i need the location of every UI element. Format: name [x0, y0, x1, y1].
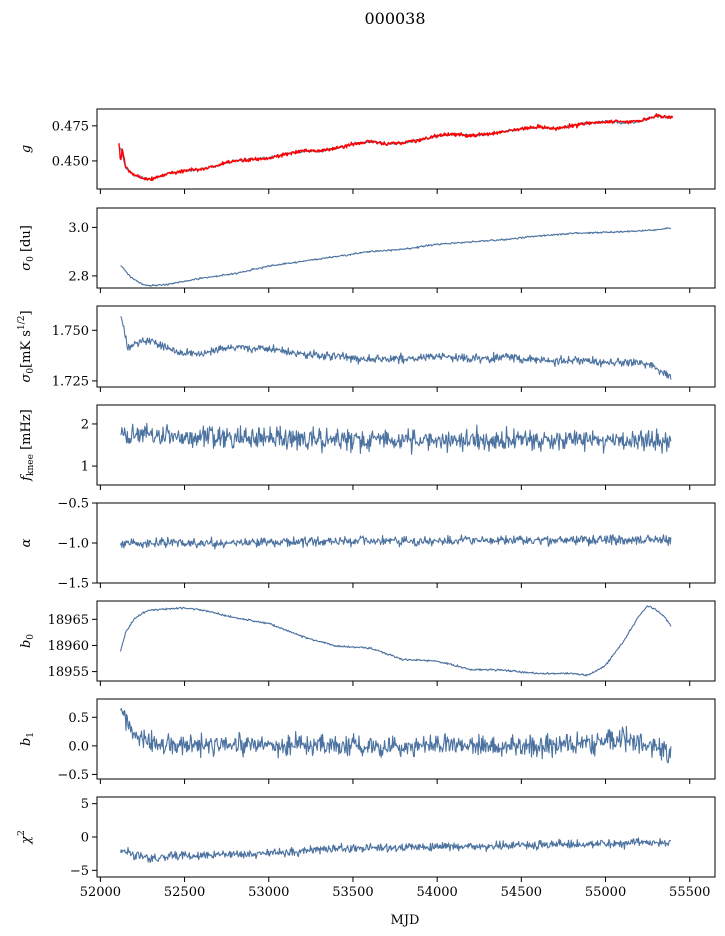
y-axis-label: b1	[19, 732, 36, 746]
axes-frame	[96, 207, 716, 289]
y-tick-label: −0.5	[57, 768, 89, 783]
y-tick-label: 2	[81, 417, 89, 432]
x-tick-label: 54500	[501, 885, 542, 900]
y-tick-label: 1.725	[52, 374, 89, 389]
series-line-1	[120, 316, 672, 380]
y-axis-label: σ0 [du]	[19, 225, 36, 271]
y-tick-label: −0.5	[57, 497, 89, 512]
y-tick-label: 0.450	[52, 154, 89, 169]
y-axis-label: σ0[mK s1/2]	[17, 310, 36, 382]
y-axis-label: α	[19, 538, 34, 547]
y-tick-label: 1	[81, 460, 89, 475]
y-axis-label: fknee [mHz]	[19, 409, 36, 482]
subplots: 0.450 0.475 g 2.8 3.0 σ0 [du] 1.725 1.750 σ0[mK …	[17, 108, 716, 900]
y-tick-label: 0.5	[68, 711, 89, 726]
series-line-2	[118, 113, 674, 182]
subplot-6: 18955 18960 18965 b0	[19, 600, 716, 686]
subplot-5: −1.5 −1.0 −0.5 α	[19, 497, 716, 592]
axes-frame	[96, 796, 716, 878]
y-axis-label-group: σ0 [du]	[19, 225, 36, 271]
y-axis-label-group: g	[19, 145, 34, 153]
subplot-2: 2.8 3.0 σ0 [du]	[19, 207, 716, 293]
y-tick-label: 18955	[48, 665, 89, 680]
y-tick-label: −1.0	[57, 537, 89, 552]
subplot-3: 1.725 1.750 σ0[mK s1/2]	[17, 305, 716, 392]
y-axis-label: χ2	[17, 830, 34, 845]
series-line-1	[120, 605, 672, 677]
series-line-1	[120, 422, 672, 455]
y-axis-label-group: b0	[19, 634, 36, 648]
axes-frame	[96, 305, 716, 388]
y-tick-label: 18965	[48, 613, 89, 628]
axes-frame	[96, 404, 716, 486]
subplot-4: 1 2 fknee [mHz]	[19, 404, 716, 490]
y-tick-label: −1.5	[57, 577, 89, 592]
y-axis-label-group: b1	[19, 732, 36, 746]
x-axis-label: MJD	[391, 913, 420, 928]
y-tick-label: 5	[81, 797, 89, 812]
y-tick-label: 1.750	[52, 324, 89, 339]
axes-frame	[96, 600, 716, 682]
y-tick-label: 3.0	[68, 221, 89, 236]
x-tick-label: 55500	[669, 885, 710, 900]
y-tick-label: −5	[70, 864, 89, 879]
y-tick-label: 0.0	[68, 739, 89, 754]
y-tick-label: 0	[81, 831, 89, 846]
series-line-1	[120, 114, 672, 181]
y-tick-label: 0.475	[52, 119, 89, 134]
x-tick-label: 52500	[164, 885, 205, 900]
y-axis-label: b0	[19, 634, 36, 648]
figure-title: 000038	[364, 9, 425, 28]
y-axis-label: g	[19, 145, 34, 153]
series-line-1	[120, 227, 671, 287]
y-axis-label-group: χ2	[17, 830, 34, 845]
y-axis-label-group: σ0[mK s1/2]	[17, 310, 36, 382]
x-tick-label: 53500	[332, 885, 373, 900]
axes-frame	[96, 108, 716, 190]
series-line-1	[120, 707, 672, 764]
y-axis-label-group: fknee [mHz]	[19, 409, 36, 482]
x-tick-label: 54000	[416, 885, 457, 900]
series-line-1	[120, 534, 672, 550]
x-tick-label: 52000	[80, 885, 121, 900]
y-axis-label-group: α	[19, 538, 34, 547]
subplot-8: −5 0 5 52000 52500 53000 53500 54000 54500 55000 5…	[17, 796, 716, 900]
subplot-1: 0.450 0.475 g	[19, 108, 716, 194]
x-tick-label: 53000	[248, 885, 289, 900]
y-tick-label: 2.8	[68, 269, 89, 284]
subplot-7: −0.5 0.0 0.5 b1	[19, 698, 716, 784]
series-line-1	[120, 837, 672, 864]
y-tick-label: 18960	[48, 639, 89, 654]
axes-frame	[96, 698, 716, 780]
x-tick-label: 55000	[585, 885, 626, 900]
